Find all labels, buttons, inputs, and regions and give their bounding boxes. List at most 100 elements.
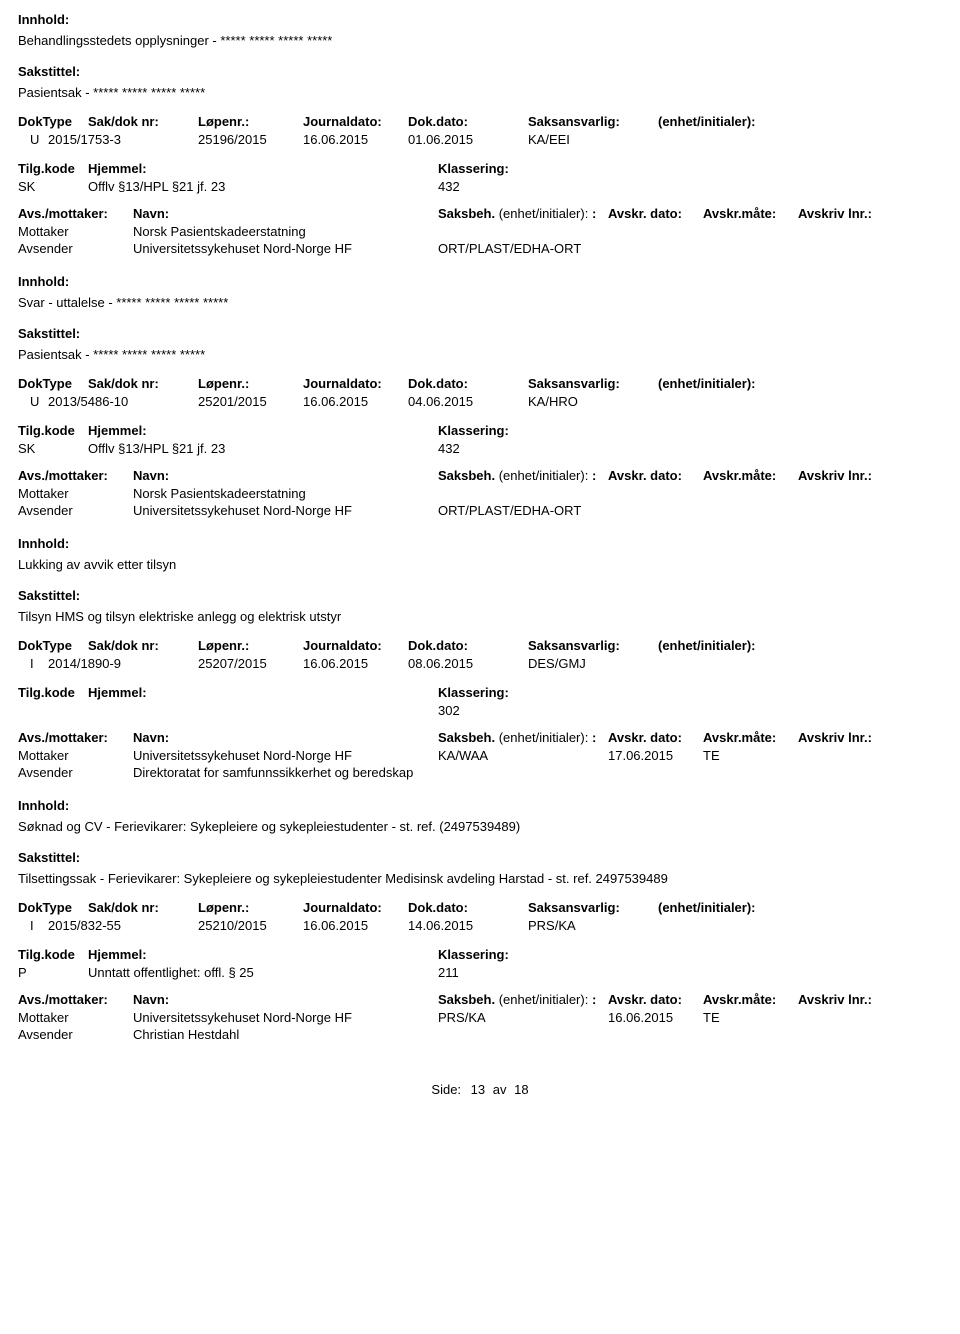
tilg-value-row: 302 bbox=[18, 703, 942, 718]
hdr-saksbeh-enhet: (enhet/initialer): bbox=[499, 206, 589, 221]
innhold-value: Søknad og CV - Ferievikarer: Sykepleiere… bbox=[18, 819, 942, 834]
val-klassering: 432 bbox=[438, 441, 942, 456]
meta-header-row: DokTypeSak/dok nr:Løpenr.:Journaldato:Do… bbox=[18, 900, 942, 915]
party-role: Mottaker bbox=[18, 1010, 133, 1025]
records-container: Innhold:Behandlingsstedets opplysninger … bbox=[18, 12, 942, 1042]
hdr-navn: Navn: bbox=[133, 468, 438, 483]
hdr-enhet: (enhet/initialer): bbox=[658, 900, 942, 915]
val-saksansvarlig: DES/GMJ bbox=[528, 656, 658, 671]
val-dokdato: 01.06.2015 bbox=[408, 132, 528, 147]
hdr-sakdoknr: Sak/dok nr: bbox=[88, 900, 198, 915]
hdr-tilgkode: Tilg.kode bbox=[18, 685, 88, 700]
meta-value-row: U2013/5486-1025201/201516.06.201504.06.2… bbox=[18, 394, 942, 409]
hdr-lopenr: Løpenr.: bbox=[198, 900, 303, 915]
meta-value-row: U2015/1753-325196/201516.06.201501.06.20… bbox=[18, 132, 942, 147]
party-avskrmate: TE bbox=[703, 1010, 798, 1025]
footer-sep: av bbox=[493, 1082, 507, 1097]
hdr-hjemmel: Hjemmel: bbox=[88, 423, 438, 438]
party-saksbeh: ORT/PLAST/EDHA-ORT bbox=[438, 241, 608, 256]
meta-header-row: DokTypeSak/dok nr:Løpenr.:Journaldato:Do… bbox=[18, 376, 942, 391]
val-lopenr: 25210/2015 bbox=[198, 918, 303, 933]
val-tilgkode: P bbox=[18, 965, 88, 980]
val-doktype: U bbox=[18, 132, 48, 147]
tilg-header-row: Tilg.kodeHjemmel:Klassering: bbox=[18, 947, 942, 962]
meta-header-row: DokTypeSak/dok nr:Løpenr.:Journaldato:Do… bbox=[18, 114, 942, 129]
hdr-sakdoknr: Sak/dok nr: bbox=[88, 638, 198, 653]
hdr-klassering: Klassering: bbox=[438, 947, 942, 962]
val-saksansvarlig: KA/EEI bbox=[528, 132, 658, 147]
hdr-avskrdato: Avskr. dato: bbox=[608, 992, 703, 1007]
tilg-header-row: Tilg.kodeHjemmel:Klassering: bbox=[18, 423, 942, 438]
val-dokdato: 14.06.2015 bbox=[408, 918, 528, 933]
sakstittel-label: Sakstittel: bbox=[18, 326, 942, 341]
party-row: AvsenderChristian Hestdahl bbox=[18, 1027, 942, 1042]
hdr-klassering: Klassering: bbox=[438, 423, 942, 438]
hdr-avsmottaker: Avs./mottaker: bbox=[18, 468, 133, 483]
hdr-avskrmate: Avskr.måte: bbox=[703, 468, 798, 483]
val-lopenr: 25201/2015 bbox=[198, 394, 303, 409]
hdr-dokdato: Dok.dato: bbox=[408, 114, 528, 129]
val-dokdato: 04.06.2015 bbox=[408, 394, 528, 409]
hdr-saksansvarlig: Saksansvarlig: bbox=[528, 114, 658, 129]
party-row: MottakerUniversitetssykehuset Nord-Norge… bbox=[18, 748, 942, 763]
party-role: Avsender bbox=[18, 1027, 133, 1042]
page-footer: Side: 13 av 18 bbox=[18, 1082, 942, 1097]
hdr-saksansvarlig: Saksansvarlig: bbox=[528, 900, 658, 915]
hdr-navn: Navn: bbox=[133, 730, 438, 745]
sakstittel-value: Tilsettingssak - Ferievikarer: Sykepleie… bbox=[18, 871, 942, 886]
party-saksbeh: KA/WAA bbox=[438, 748, 608, 763]
val-hjemmel bbox=[88, 703, 438, 718]
hdr-avskrmate: Avskr.måte: bbox=[703, 206, 798, 221]
hdr-enhet: (enhet/initialer): bbox=[658, 638, 942, 653]
meta-header-row: DokTypeSak/dok nr:Løpenr.:Journaldato:Do… bbox=[18, 638, 942, 653]
hdr-navn: Navn: bbox=[133, 206, 438, 221]
val-tilgkode: SK bbox=[18, 179, 88, 194]
tilg-value-row: SKOfflv §13/HPL §21 jf. 23432 bbox=[18, 179, 942, 194]
hdr-klassering: Klassering: bbox=[438, 161, 942, 176]
val-saksansvarlig: KA/HRO bbox=[528, 394, 658, 409]
party-name: Universitetssykehuset Nord-Norge HF bbox=[133, 241, 438, 256]
hdr-saksbeh: Saksbeh. (enhet/initialer): : bbox=[438, 468, 608, 483]
val-klassering: 432 bbox=[438, 179, 942, 194]
party-name: Universitetssykehuset Nord-Norge HF bbox=[133, 1010, 438, 1025]
party-row: AvsenderUniversitetssykehuset Nord-Norge… bbox=[18, 241, 942, 256]
meta-value-row: I2014/1890-925207/201516.06.201508.06.20… bbox=[18, 656, 942, 671]
hdr-saksbeh: Saksbeh. (enhet/initialer): : bbox=[438, 206, 608, 221]
hdr-saksbeh-enhet: (enhet/initialer): bbox=[499, 992, 589, 1007]
hdr-avskrivlnr: Avskriv lnr.: bbox=[798, 730, 942, 745]
hdr-saksbeh-enhet: (enhet/initialer): bbox=[499, 730, 589, 745]
val-hjemmel: Offlv §13/HPL §21 jf. 23 bbox=[88, 179, 438, 194]
hdr-sakdoknr: Sak/dok nr: bbox=[88, 114, 198, 129]
innhold-label: Innhold: bbox=[18, 536, 942, 551]
party-name: Norsk Pasientskadeerstatning bbox=[133, 224, 438, 239]
hdr-avskrivlnr: Avskriv lnr.: bbox=[798, 206, 942, 221]
sakstittel-label: Sakstittel: bbox=[18, 64, 942, 79]
innhold-value: Lukking av avvik etter tilsyn bbox=[18, 557, 942, 572]
party-avskrmate bbox=[703, 1027, 798, 1042]
hdr-avskrivlnr: Avskriv lnr.: bbox=[798, 992, 942, 1007]
party-header-row: Avs./mottaker:Navn:Saksbeh. (enhet/initi… bbox=[18, 206, 942, 221]
val-doktype: I bbox=[18, 656, 48, 671]
journal-record: Innhold:Behandlingsstedets opplysninger … bbox=[18, 12, 942, 256]
journal-record: Innhold: Lukking av avvik etter tilsyn Sak… bbox=[18, 536, 942, 780]
hdr-dokdato: Dok.dato: bbox=[408, 900, 528, 915]
party-role: Mottaker bbox=[18, 748, 133, 763]
hdr-avsmottaker: Avs./mottaker: bbox=[18, 730, 133, 745]
party-avskrdato: 17.06.2015 bbox=[608, 748, 703, 763]
tilg-value-row: PUnntatt offentlighet: offl. § 25211 bbox=[18, 965, 942, 980]
innhold-label: Innhold: bbox=[18, 12, 942, 27]
hdr-hjemmel: Hjemmel: bbox=[88, 947, 438, 962]
hdr-avskrdato: Avskr. dato: bbox=[608, 206, 703, 221]
sakstittel-label: Sakstittel: bbox=[18, 588, 942, 603]
party-saksbeh: ORT/PLAST/EDHA-ORT bbox=[438, 503, 608, 518]
hdr-avsmottaker: Avs./mottaker: bbox=[18, 206, 133, 221]
party-role: Mottaker bbox=[18, 486, 133, 501]
hdr-doktype: DokType bbox=[18, 638, 88, 653]
val-dokdato: 08.06.2015 bbox=[408, 656, 528, 671]
val-journaldato: 16.06.2015 bbox=[303, 656, 408, 671]
val-saksansvarlig: PRS/KA bbox=[528, 918, 658, 933]
hdr-hjemmel: Hjemmel: bbox=[88, 161, 438, 176]
hdr-avskrivlnr: Avskriv lnr.: bbox=[798, 468, 942, 483]
party-name: Norsk Pasientskadeerstatning bbox=[133, 486, 438, 501]
party-row: MottakerUniversitetssykehuset Nord-Norge… bbox=[18, 1010, 942, 1025]
